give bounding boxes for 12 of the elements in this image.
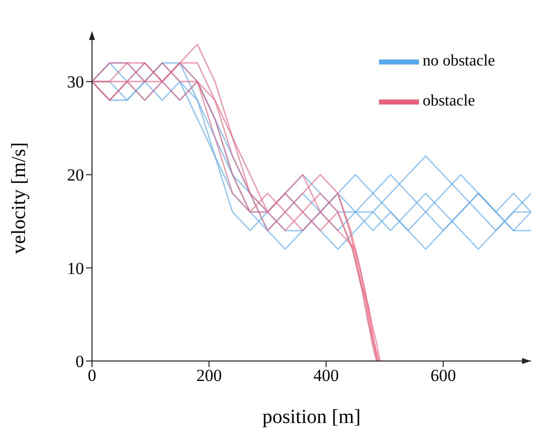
y-tick-label: 0 bbox=[76, 352, 84, 372]
legend-label: obstacle bbox=[422, 92, 475, 110]
x-tick-label: 200 bbox=[196, 366, 222, 386]
y-axis-title: velocity [m/s] bbox=[8, 142, 30, 254]
x-tick-label: 600 bbox=[430, 366, 456, 386]
y-tick-label: 10 bbox=[67, 258, 84, 278]
legend-label: no obstacle bbox=[422, 52, 495, 70]
y-tick-label: 20 bbox=[67, 166, 84, 185]
y-tick-label: 30 bbox=[67, 72, 84, 92]
x-axis-title: position [m] bbox=[262, 406, 361, 428]
x-tick-label: 0 bbox=[88, 366, 96, 386]
x-tick-label: 400 bbox=[313, 366, 339, 386]
